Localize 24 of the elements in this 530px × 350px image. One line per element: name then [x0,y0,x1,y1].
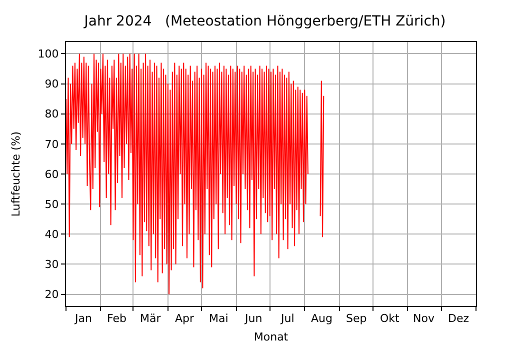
x-tick-label: Jan [74,312,92,325]
x-axis-title: Monat [254,330,289,344]
x-tick-label: Okt [380,312,400,325]
x-tick-label: Aug [311,312,332,325]
y-axis-title: Luftfeuchte (%) [9,131,22,217]
x-tick-label: Jul [280,312,294,325]
y-tick-label: 70 [44,138,59,151]
y-tick-label: 30 [44,258,59,272]
y-tick-label: 50 [44,198,59,211]
y-tick-label: 100 [38,48,59,61]
y-tick-label: 60 [44,168,59,181]
y-tick-label: 20 [44,288,59,302]
y-tick-label: 80 [44,108,59,121]
x-tick-label: Apr [175,312,195,325]
x-tick-label: Feb [107,312,126,325]
x-tick-label: Mai [209,312,228,325]
x-tick-label: Jun [244,312,262,325]
x-tick-label: Nov [413,312,435,325]
chart-title: Jahr 2024 (Meteostation Hönggerberg/ETH Zürich) [83,14,446,30]
y-tick-label: 90 [44,78,59,91]
x-tick-label: Dez [448,312,470,325]
y-tick-label: 40 [44,228,59,241]
x-tick-label: Sep [346,312,367,325]
x-tick-label: Mär [140,312,162,325]
